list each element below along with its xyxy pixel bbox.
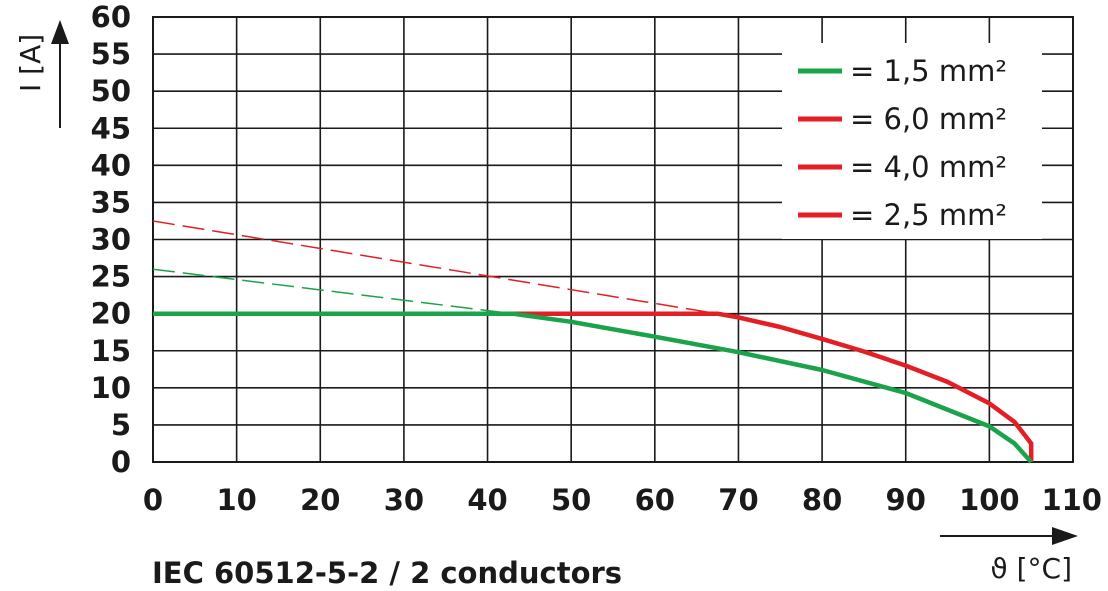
y-tick-label: 45 <box>91 111 131 145</box>
y-axis-title: I [A] <box>14 34 47 92</box>
x-tick-label: 50 <box>551 483 591 517</box>
y-tick-label: 55 <box>91 37 131 71</box>
x-axis-arrow-head <box>1052 527 1078 545</box>
plot-frame <box>152 16 1074 463</box>
y-axis-arrow-head <box>51 20 69 44</box>
chart-caption: IEC 60512-5-2 / 2 conductors <box>152 556 622 590</box>
legend-label: = 1,5 mm² <box>850 54 1007 88</box>
y-tick-label: 5 <box>111 408 131 442</box>
series-line <box>153 311 1033 464</box>
x-axis-title: ϑ [°C] <box>990 552 1072 585</box>
x-tick-labels: 0 10 20 30 40 50 60 70 80 90 100 110 <box>143 483 1102 517</box>
y-tick-label: 30 <box>91 223 131 257</box>
legend-label: = 6,0 mm² <box>850 102 1007 136</box>
x-tick-label: 0 <box>143 483 163 517</box>
x-tick-label: 20 <box>300 483 340 517</box>
y-tick-label: 10 <box>91 371 131 405</box>
y-tick-label: 35 <box>91 185 131 219</box>
y-tick-label: 15 <box>91 334 131 368</box>
x-tick-label: 80 <box>802 483 842 517</box>
y-tick-label: 50 <box>91 74 131 108</box>
series-line <box>512 311 1034 462</box>
legend-label: = 4,0 mm² <box>850 150 1007 184</box>
y-tick-label: 25 <box>91 260 131 294</box>
legend-label: = 2,5 mm² <box>850 198 1007 232</box>
x-tick-label: 110 <box>1041 483 1102 517</box>
x-tick-label: 90 <box>886 483 926 517</box>
x-tick-label: 60 <box>635 483 675 517</box>
y-tick-label: 20 <box>91 297 131 331</box>
legend-background <box>782 43 1042 239</box>
series-line <box>152 220 718 315</box>
x-tick-label: 70 <box>718 483 758 517</box>
series-line <box>152 268 513 315</box>
x-tick-label: 30 <box>384 483 424 517</box>
y-tick-label: 0 <box>111 445 131 479</box>
x-tick-label: 100 <box>959 483 1020 517</box>
x-tick-label: 10 <box>216 483 256 517</box>
x-tick-label: 40 <box>467 483 507 517</box>
y-tick-label: 60 <box>91 0 131 34</box>
series-layer <box>152 220 1034 464</box>
legend: = 1,5 mm² = 6,0 mm² = 4,0 mm² = 2,5 mm² <box>782 43 1042 239</box>
y-tick-label: 40 <box>91 148 131 182</box>
